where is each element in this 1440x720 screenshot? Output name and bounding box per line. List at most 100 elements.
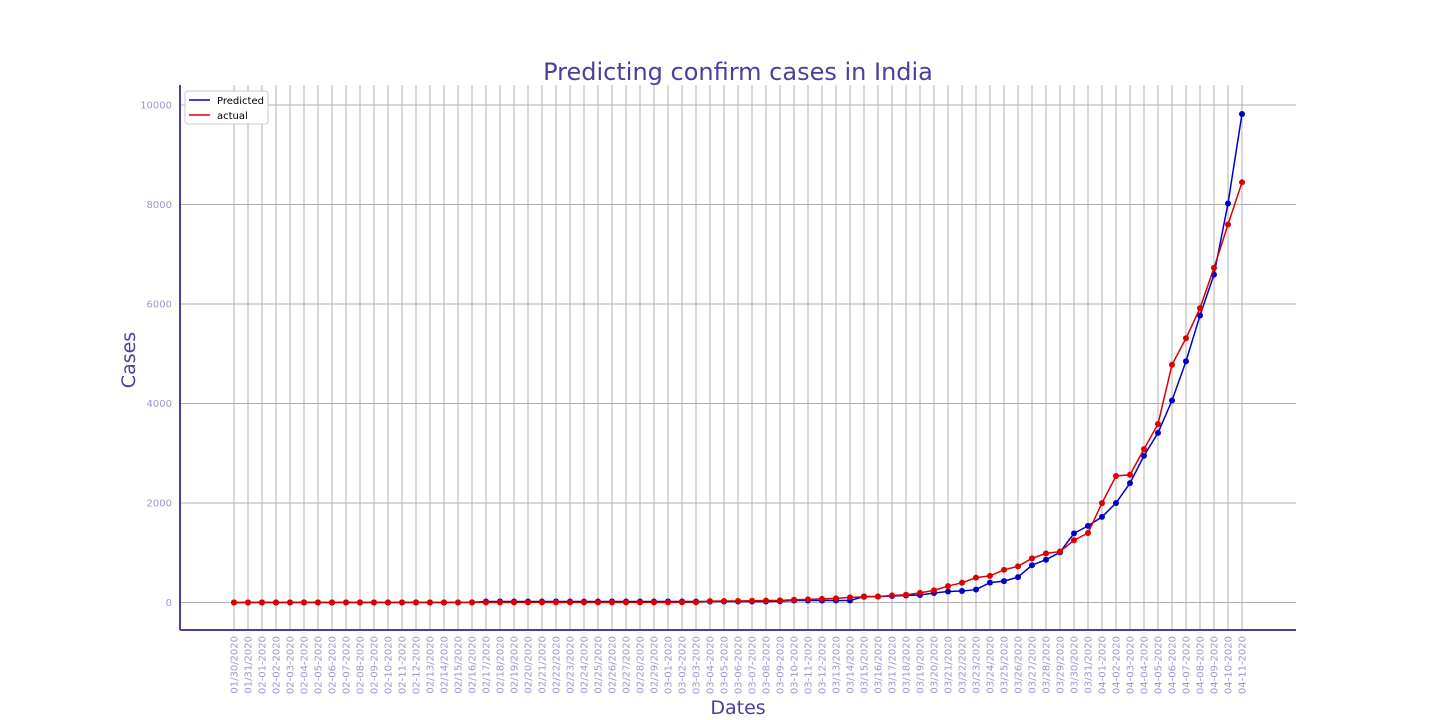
data-point-actual bbox=[609, 599, 615, 606]
legend-actual-label: actual bbox=[217, 111, 248, 122]
x-tick-label: 03-09-2020 bbox=[776, 636, 787, 694]
x-tick-label: 02/15/2020 bbox=[454, 636, 465, 694]
y-axis-label: Cases bbox=[118, 332, 140, 388]
data-point-actual bbox=[469, 599, 475, 606]
data-point-actual bbox=[987, 572, 993, 579]
data-point-actual bbox=[315, 599, 321, 606]
data-point-actual bbox=[497, 599, 503, 606]
x-tick-label: 03/30/2020 bbox=[1070, 636, 1081, 694]
data-point-actual bbox=[553, 599, 559, 606]
data-point-predicted bbox=[1085, 522, 1091, 529]
data-point-predicted bbox=[959, 588, 965, 595]
data-point-predicted bbox=[1183, 358, 1189, 365]
data-point-actual bbox=[973, 574, 979, 581]
x-tick-label: 02/21/2020 bbox=[538, 636, 549, 694]
x-tick-label: 02-01-2020 bbox=[258, 636, 269, 694]
x-tick-label: 03/20/2020 bbox=[930, 636, 941, 694]
x-tick-label: 03-01-2020 bbox=[664, 636, 675, 694]
x-tick-label: 03-12-2020 bbox=[818, 636, 829, 694]
x-tick-label: 03/16/2020 bbox=[874, 636, 885, 694]
x-tick-label: 03/21/2020 bbox=[944, 636, 955, 694]
x-tick-label: 03-03-2020 bbox=[692, 636, 703, 694]
x-tick-label: 02/25/2020 bbox=[594, 636, 605, 694]
x-tick-label: 03/18/2020 bbox=[902, 636, 913, 694]
data-point-actual bbox=[1015, 563, 1021, 570]
data-point-predicted bbox=[1099, 513, 1105, 520]
data-point-actual bbox=[805, 596, 811, 603]
x-tick-label: 02/18/2020 bbox=[496, 636, 507, 694]
x-tick-label: 02-08-2020 bbox=[356, 636, 367, 694]
x-tick-label: 02/23/2020 bbox=[566, 636, 577, 694]
x-tick-label: 03-02-2020 bbox=[678, 636, 689, 694]
y-tick-label: 10000 bbox=[140, 101, 172, 112]
x-tick-label: 03-08-2020 bbox=[762, 636, 773, 694]
data-point-actual bbox=[455, 599, 461, 606]
x-tick-label: 04-07-2020 bbox=[1182, 636, 1193, 694]
x-tick-label: 01/31/2020 bbox=[244, 636, 255, 694]
data-point-actual bbox=[693, 599, 699, 606]
x-tick-label: 03/28/2020 bbox=[1042, 636, 1053, 694]
data-point-actual bbox=[1099, 500, 1105, 507]
chart-title: Predicting confirm cases in India bbox=[543, 58, 933, 86]
data-point-predicted bbox=[1071, 530, 1077, 537]
data-point-actual bbox=[721, 598, 727, 605]
x-tick-label: 03-10-2020 bbox=[790, 636, 801, 694]
data-point-actual bbox=[777, 597, 783, 604]
x-tick-label: 03/13/2020 bbox=[832, 636, 843, 694]
data-point-actual bbox=[1239, 179, 1245, 186]
data-point-actual bbox=[511, 599, 517, 606]
x-tick-labels: 01/30/2020 01/31/2020 02-01-2020 02-02-2020… bbox=[230, 636, 1249, 694]
y-tick-label: 8000 bbox=[147, 200, 172, 211]
x-tick-label: 02-10-2020 bbox=[384, 636, 395, 694]
x-tick-label: 02/29/2020 bbox=[650, 636, 661, 694]
data-point-actual bbox=[399, 599, 405, 606]
data-point-actual bbox=[679, 599, 685, 606]
data-point-actual bbox=[875, 593, 881, 600]
data-point-predicted bbox=[1239, 110, 1245, 117]
data-point-actual bbox=[861, 593, 867, 600]
data-point-actual bbox=[371, 599, 377, 606]
data-point-actual bbox=[903, 591, 909, 598]
x-tick-label: 02-04-2020 bbox=[300, 636, 311, 694]
data-point-actual bbox=[945, 583, 951, 590]
legend-predicted-label: Predicted bbox=[217, 96, 264, 107]
data-point-actual bbox=[483, 599, 489, 606]
data-point-predicted bbox=[973, 586, 979, 593]
x-tick-label: 04-11-2020 bbox=[1238, 636, 1249, 694]
x-tick-label: 04-08-2020 bbox=[1196, 636, 1207, 694]
data-point-actual bbox=[1197, 305, 1203, 312]
x-tick-label: 03/24/2020 bbox=[986, 636, 997, 694]
data-point-actual bbox=[847, 594, 853, 601]
y-tick-label: 0 bbox=[166, 598, 172, 609]
series bbox=[231, 110, 1245, 606]
data-point-actual bbox=[301, 599, 307, 606]
x-tick-label: 02-11-2020 bbox=[398, 636, 409, 694]
x-tick-label: 02/28/2020 bbox=[636, 636, 647, 694]
data-point-actual bbox=[231, 599, 237, 606]
x-tick-label: 03/29/2020 bbox=[1056, 636, 1067, 694]
data-point-actual bbox=[525, 599, 531, 606]
data-point-actual bbox=[819, 595, 825, 602]
data-point-actual bbox=[357, 599, 363, 606]
data-point-actual bbox=[707, 598, 713, 605]
x-tick-label: 02-02-2020 bbox=[272, 636, 283, 694]
x-tick-label: 02/19/2020 bbox=[510, 636, 521, 694]
x-tick-label: 02/20/2020 bbox=[524, 636, 535, 694]
data-point-actual bbox=[1127, 471, 1133, 478]
x-tick-label: 04-01-2020 bbox=[1098, 636, 1109, 694]
data-point-actual bbox=[1183, 335, 1189, 342]
data-point-actual bbox=[427, 599, 433, 606]
data-point-actual bbox=[329, 599, 335, 606]
data-point-actual bbox=[245, 599, 251, 606]
data-point-actual bbox=[931, 587, 937, 594]
x-tick-label: 04-10-2020 bbox=[1224, 636, 1235, 694]
data-point-actual bbox=[651, 599, 657, 606]
x-axis-label: Dates bbox=[710, 697, 765, 719]
x-tick-label: 01/30/2020 bbox=[230, 636, 241, 694]
x-tick-label: 02/22/2020 bbox=[552, 636, 563, 694]
data-point-predicted bbox=[1225, 200, 1231, 207]
data-point-actual bbox=[1057, 548, 1063, 555]
data-point-actual bbox=[1085, 529, 1091, 536]
data-point-actual bbox=[567, 599, 573, 606]
